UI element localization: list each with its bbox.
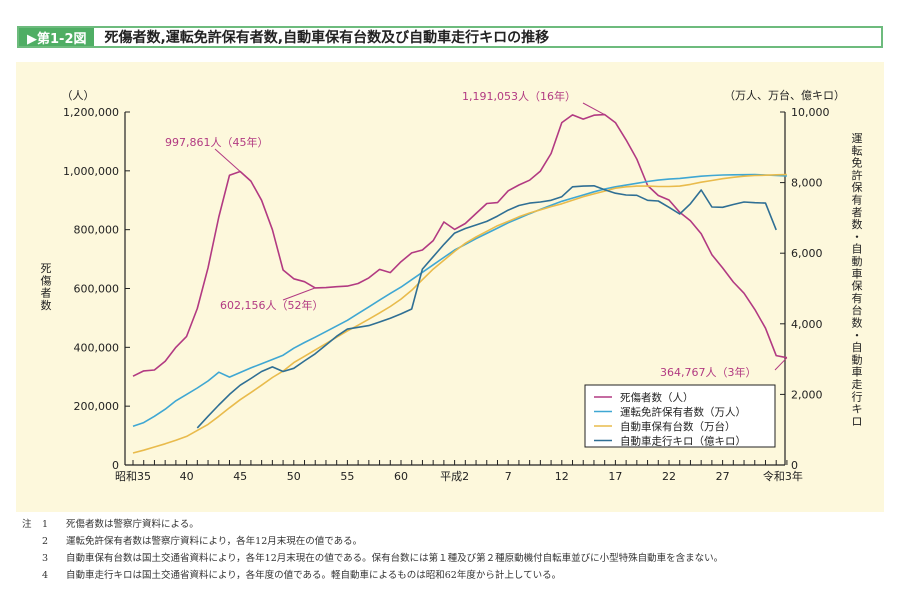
- legend-entry: 自動車走行キロ（億キロ）: [620, 435, 746, 448]
- annotation-arrow: [214, 148, 241, 172]
- x-tick-label: 40: [180, 470, 194, 483]
- right-axis-unit: （万人、万台、億キロ）: [724, 88, 845, 102]
- left-axis-unit: （人）: [62, 89, 95, 102]
- x-tick-label: 22: [662, 470, 676, 483]
- figure-title: 死傷者数,運転免許保有者数,自動車保有台数及び自動車走行キロの推移: [104, 30, 550, 46]
- left-tick-label: 200,000: [74, 400, 120, 413]
- left-axis-label: 死傷者数: [41, 262, 52, 312]
- x-tick-label: 令和3年: [763, 469, 803, 483]
- x-tick-label: 昭和35: [115, 470, 151, 483]
- left-tick-label: 0: [112, 459, 119, 472]
- right-tick-label: 10,000: [791, 106, 830, 119]
- legend-box: [584, 384, 776, 448]
- x-tick-label: 50: [287, 470, 301, 483]
- left-tick-label: 600,000: [74, 283, 120, 296]
- left-tick-label: 1,200,000: [63, 106, 119, 119]
- note-3: 3 自動車保有台数は国土交通省資料により，各年12月末現在の値である。保有台数には…: [42, 553, 724, 564]
- annotation-arrow: [774, 357, 788, 371]
- series-line-1: [132, 113, 788, 377]
- right-tick-label: 8,000: [791, 177, 823, 190]
- annotation-label: 602,156人（52年）: [220, 298, 324, 312]
- annotation-label: 364,767人（3年）: [660, 365, 757, 379]
- annotation-arrow: [582, 102, 605, 116]
- x-tick-label: 平成2: [440, 470, 469, 483]
- right-tick-label: 0: [791, 459, 798, 472]
- right-tick-label: 4,000: [791, 318, 823, 331]
- note-2: 2 運転免許保有者数は警察庁資料により，各年12月末現在の値である。: [42, 536, 363, 547]
- annotation-arrow: [282, 287, 316, 301]
- left-tick-label: 400,000: [74, 341, 120, 354]
- annotation-label: 1,191,053人（16年）: [462, 89, 576, 103]
- series-line-3: [132, 173, 787, 454]
- x-tick-label: 17: [608, 470, 622, 483]
- x-tick-label: 7: [505, 470, 512, 483]
- x-tick-label: 12: [555, 470, 569, 483]
- right-axis-label: 運転免許保有者数・自動車保有台数・自動車走行キロ: [852, 132, 863, 428]
- note-1: 注 1 死傷者数は警察庁資料による。: [22, 519, 199, 530]
- figure-number: ▶第1-2図: [19, 28, 95, 47]
- x-tick-label: 27: [716, 470, 730, 483]
- note-4: 4 自動車走行キロは国土交通省資料により，各年度の値である。軽自動車によるものは昭…: [42, 570, 562, 581]
- figure-title-bar: ▶第1-2図 死傷者数,運転免許保有者数,自動車保有台数及び自動車走行キロの推移: [17, 26, 883, 48]
- legend-entry: 自動車保有台数（万台）: [620, 420, 736, 433]
- legend-entry: 運転免許保有者数（万人）: [620, 406, 746, 419]
- series-line-4: [196, 185, 777, 429]
- annotation-label: 997,861人（45年）: [165, 135, 269, 149]
- right-tick-label: 2,000: [791, 388, 823, 401]
- right-tick-label: 6,000: [791, 247, 823, 260]
- x-tick-label: 60: [394, 470, 408, 483]
- left-tick-label: 1,000,000: [63, 165, 119, 178]
- legend-entry: 死傷者数（人）: [620, 391, 694, 404]
- x-tick-label: 45: [233, 470, 247, 483]
- left-tick-label: 800,000: [74, 224, 120, 237]
- notes: 注 1 死傷者数は警察庁資料による。 2 運転免許保有者数は警察庁資料により，各年12…: [22, 516, 723, 584]
- x-tick-label: 55: [340, 470, 354, 483]
